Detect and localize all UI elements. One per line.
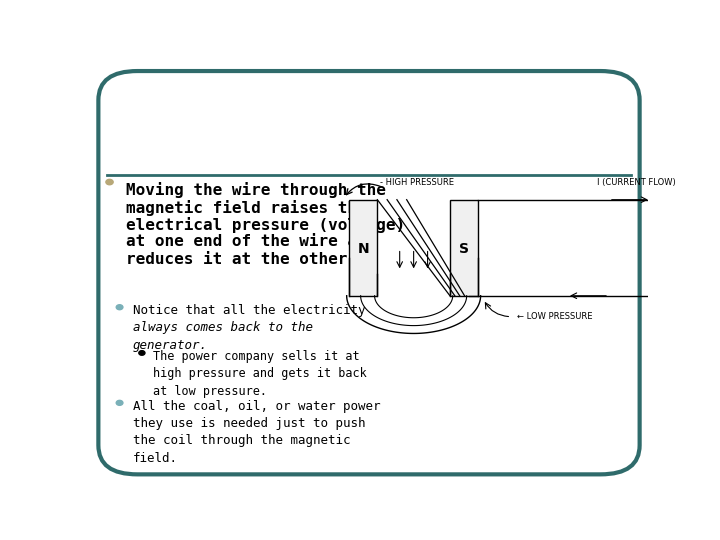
Text: field.: field.: [133, 452, 178, 465]
FancyBboxPatch shape: [349, 200, 377, 296]
Text: All the coal, oil, or water power: All the coal, oil, or water power: [133, 400, 380, 413]
Text: generator.: generator.: [133, 339, 208, 352]
Text: - HIGH PRESSURE: - HIGH PRESSURE: [380, 178, 454, 187]
Text: magnetic field raises the: magnetic field raises the: [126, 199, 367, 215]
Circle shape: [116, 400, 123, 406]
FancyBboxPatch shape: [450, 200, 478, 296]
Circle shape: [139, 350, 145, 355]
Text: Moving the wire through the: Moving the wire through the: [126, 182, 386, 198]
Text: S: S: [459, 241, 469, 255]
Text: Notice that all the electricity: Notice that all the electricity: [133, 304, 366, 317]
Text: the coil through the magnetic: the coil through the magnetic: [133, 435, 351, 448]
Text: always comes back to the: always comes back to the: [133, 321, 313, 334]
Text: I (CURRENT FLOW): I (CURRENT FLOW): [598, 178, 676, 187]
Text: at one end of the wire and: at one end of the wire and: [126, 234, 377, 249]
Circle shape: [116, 305, 123, 310]
Text: at low pressure.: at low pressure.: [153, 384, 267, 397]
Text: they use is needed just to push: they use is needed just to push: [133, 417, 366, 430]
Text: ← LOW PRESSURE: ← LOW PRESSURE: [517, 312, 593, 321]
FancyBboxPatch shape: [99, 71, 639, 474]
Text: electrical pressure (voltage): electrical pressure (voltage): [126, 217, 405, 233]
Text: The power company sells it at: The power company sells it at: [153, 349, 360, 363]
Text: reduces it at the other.: reduces it at the other.: [126, 252, 357, 267]
Text: N: N: [358, 241, 369, 255]
Text: high pressure and gets it back: high pressure and gets it back: [153, 367, 366, 380]
Circle shape: [106, 179, 113, 185]
